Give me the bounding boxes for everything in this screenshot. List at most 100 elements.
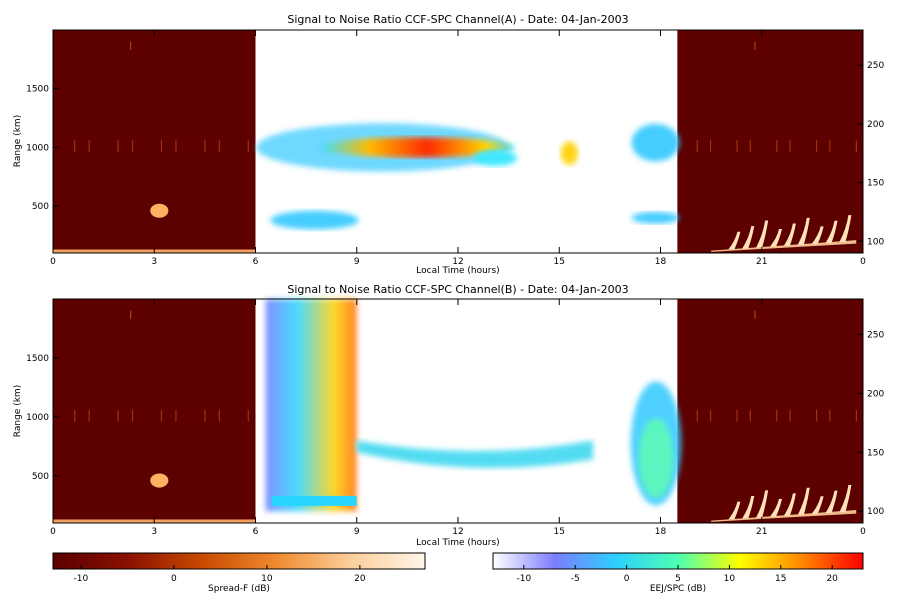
- feature-B-daytime-band-body: [356, 440, 593, 468]
- x-tick-label: 9: [354, 527, 360, 537]
- spread-f-colorbar-label: Spread-F (dB): [208, 584, 270, 594]
- feature-B-evening-ridges-plume: [839, 484, 852, 513]
- feature-B-evening-ridges-plume: [742, 496, 755, 519]
- eej-spc-colorbar-label: EEJ/SPC (dB): [650, 584, 706, 594]
- spread-f-speckle-1: [74, 310, 249, 422]
- x-tick-label: 6: [253, 527, 259, 537]
- y-tick-label-left: 1000: [26, 143, 49, 153]
- colorbar-tick-label: 20: [354, 574, 366, 584]
- feature-B-evening-ridges-plume: [783, 493, 796, 516]
- panel-b-xlabel: Local Time (hours): [416, 538, 499, 548]
- feature-A-evening-ridges-plume: [797, 217, 810, 245]
- x-tick-label: 21: [756, 527, 767, 537]
- x-tick-label: 12: [452, 257, 463, 267]
- spread-f-block-2: [677, 299, 863, 523]
- x-tick-label: 15: [554, 257, 565, 267]
- feature-A-spot-15: [560, 141, 579, 165]
- spread-f-block-2: [677, 30, 863, 253]
- x-tick-label: 21: [756, 257, 767, 267]
- eej-spc-colorbar: -10 -5 0 5 10 15 20 EEJ/SPC (dB): [492, 552, 864, 594]
- colorbar-tick-label: 20: [826, 574, 838, 584]
- colorbar-tick-label: 15: [775, 574, 786, 584]
- feature-A-evening-ridges-plume: [728, 231, 741, 250]
- feature-B-evening-ridges-plume: [756, 490, 769, 518]
- feature-A-evening-ridges-plume: [742, 226, 755, 249]
- x-tick-label: 0: [860, 527, 866, 537]
- x-tick-label: 18: [655, 257, 667, 267]
- y-tick-label-right: 250: [867, 61, 884, 71]
- feature-A-main-band-tail: [473, 149, 518, 166]
- eej-spc-colorbar-ticks: -10 -5 0 5 10 15 20: [516, 565, 838, 584]
- panel-a: Signal to Noise Ratio CCF-SPC Channel(A)…: [13, 13, 884, 276]
- x-tick-label: 9: [354, 257, 360, 267]
- panel-b-title: Signal to Noise Ratio CCF-SPC Channel(B)…: [287, 283, 628, 296]
- feature-A-low-band: [270, 210, 359, 230]
- panel-b-ylabel: Range (km): [13, 385, 23, 437]
- feature-B-evening-ridges: [711, 484, 857, 522]
- feature-B-evening-ridges-plume: [770, 498, 782, 517]
- feature-A-low-band-body: [270, 210, 359, 230]
- y-tick-label-right: 150: [867, 179, 884, 189]
- feature-A-evening-ridges-plume: [756, 220, 769, 248]
- spread-f-speckle-2: [696, 310, 857, 422]
- colorbar-tick-label: -10: [74, 574, 89, 584]
- y-tick-label-left: 1500: [26, 85, 49, 95]
- x-tick-label: 12: [452, 527, 463, 537]
- colorbar-tick-label: -10: [516, 574, 531, 584]
- feature-A-main-band: [256, 123, 518, 172]
- x-tick-label: 6: [253, 257, 259, 267]
- feature-A-evening-ridges-plume: [811, 226, 824, 244]
- y-tick-label-left: 1000: [26, 413, 49, 423]
- feature-B-evening-ridges-base: [711, 510, 857, 522]
- feature-A-evening-low: [631, 211, 680, 224]
- spread-f-block-1: [53, 299, 256, 523]
- panel-a-title: Signal to Noise Ratio CCF-SPC Channel(A)…: [287, 13, 628, 26]
- spread-f-colorbar-gradient: [52, 552, 426, 570]
- x-tick-label: 3: [151, 257, 157, 267]
- feature-A-evening-band: [631, 123, 680, 162]
- spread-f-speckle-1: [74, 41, 249, 153]
- panel-a-ylabel: Range (km): [13, 115, 23, 167]
- panel-b: Signal to Noise Ratio CCF-SPC Channel(B)…: [13, 283, 884, 548]
- feature-A-evening-ridges-plume: [783, 223, 796, 246]
- y-tick-label-right: 100: [867, 237, 884, 247]
- panel-b-plot-area: [53, 299, 863, 523]
- x-tick-label: 0: [50, 527, 56, 537]
- feature-A-ridge-0100: [150, 203, 169, 218]
- feature-B-evening-ridges-plume: [797, 487, 810, 515]
- panel-a-xlabel: Local Time (hours): [416, 266, 499, 276]
- colorbar-tick-label: 0: [171, 574, 177, 584]
- feature-B-ridge-0100-body: [150, 473, 169, 488]
- colorbar-tick-label: -5: [571, 574, 580, 584]
- spread-f-speckle-2: [696, 41, 857, 153]
- colorbar-tick-label: 0: [624, 574, 630, 584]
- feature-B-evening-ridges-plume: [825, 490, 838, 514]
- y-tick-label-right: 200: [867, 120, 884, 130]
- x-tick-label: 15: [554, 527, 565, 537]
- feature-B-morning-plume: [265, 299, 357, 512]
- colorbar-tick-label: 5: [675, 574, 681, 584]
- feature-B-morning-plume-base: [271, 495, 357, 506]
- feature-A-evening-ridges-plume: [825, 220, 838, 244]
- y-tick-label-left: 1500: [26, 354, 49, 364]
- panel-a-axes: 0 3 6 9 12 15 18 21 0 500 1000 1500 100 150 200 250: [26, 30, 884, 267]
- feature-A-main-band-body: [320, 137, 515, 158]
- feature-A-evening-ridges-plume: [839, 215, 852, 243]
- x-tick-label: 3: [151, 527, 157, 537]
- feature-B-evening-ridges-plume: [811, 496, 824, 514]
- colorbar-tick-label: 10: [724, 574, 736, 584]
- y-tick-label-right: 250: [867, 330, 884, 340]
- spread-f-block-1: [53, 30, 256, 253]
- feature-B-ridge-0100: [150, 473, 169, 488]
- y-tick-label-left: 500: [32, 202, 49, 212]
- x-tick-label: 18: [655, 527, 667, 537]
- panel-b-axes: 0 3 6 9 12 15 18 21 0 500 1000 1500 100 150 200 250: [26, 299, 884, 537]
- y-tick-label-left: 500: [32, 472, 49, 482]
- feature-B-evening-plume: [630, 381, 682, 506]
- x-tick-label: 0: [860, 257, 866, 267]
- panel-a-plot-area: [53, 30, 863, 253]
- feature-B-evening-ridges-plume: [728, 501, 741, 520]
- colorbar-tick-label: 10: [261, 574, 273, 584]
- y-tick-label-right: 100: [867, 507, 884, 517]
